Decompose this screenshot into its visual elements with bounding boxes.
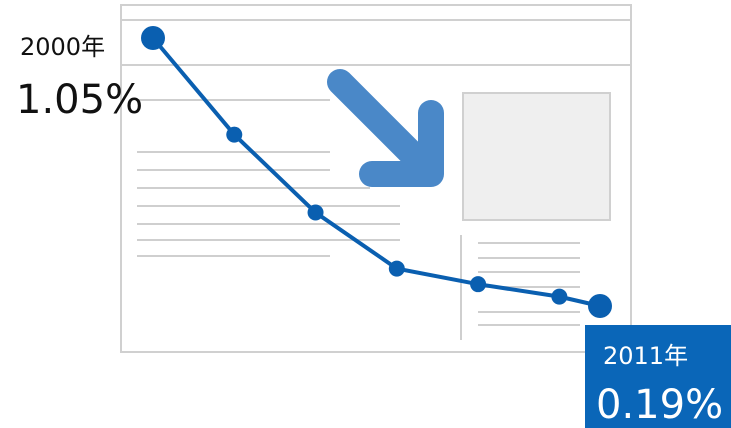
value-label: 1.05% [16, 77, 143, 123]
value-label: 0.19% [596, 382, 723, 428]
point [308, 205, 324, 221]
point [551, 289, 567, 305]
year-label: 2000年 [20, 33, 105, 61]
point [470, 276, 486, 292]
point [226, 127, 242, 143]
down-arrow [340, 82, 431, 174]
point [141, 26, 165, 50]
year-label: 2011年 [603, 342, 688, 370]
infographic: 2000年 1.05% 2011年 0.19% [0, 0, 731, 428]
labels: 2000年 1.05% 2011年 0.19% [16, 33, 723, 428]
point [588, 294, 612, 318]
point [389, 261, 405, 277]
